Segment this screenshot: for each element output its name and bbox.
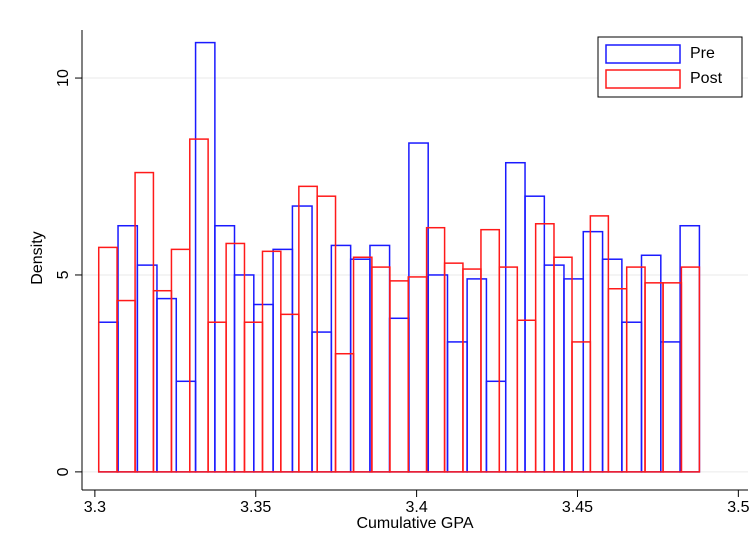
bar <box>316 195 337 473</box>
legend-swatch <box>605 69 681 89</box>
y-tick-label: 5 <box>55 270 72 279</box>
legend-swatch <box>605 44 681 64</box>
y-tick-label: 0 <box>55 467 72 476</box>
x-tick-label: 3.35 <box>240 499 271 516</box>
x-tick-label: 3.5 <box>727 499 749 516</box>
bar <box>680 266 701 473</box>
x-axis-label: Cumulative GPA <box>356 515 473 532</box>
x-tick-label: 3.3 <box>84 499 106 516</box>
legend-box <box>597 36 743 98</box>
legend-label: Post <box>690 70 723 87</box>
x-tick-label: 3.45 <box>562 499 593 516</box>
bar <box>189 138 209 473</box>
y-axis-label: Density <box>29 231 46 284</box>
x-tick-label: 3.4 <box>405 499 427 516</box>
legend-label: Pre <box>690 45 715 62</box>
y-tick-label: 10 <box>55 69 72 87</box>
